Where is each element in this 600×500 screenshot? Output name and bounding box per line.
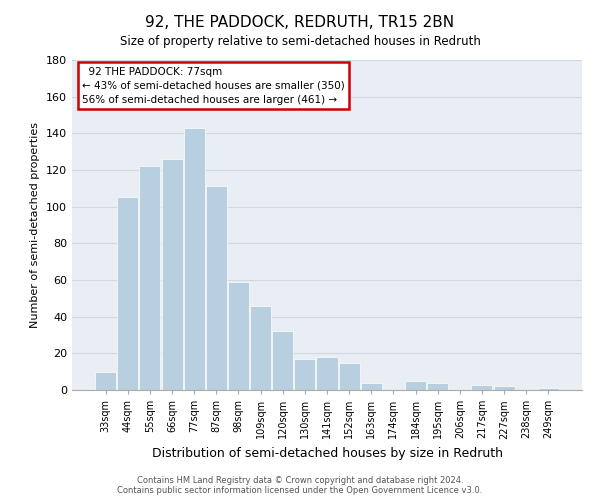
Bar: [228, 282, 249, 390]
Bar: [494, 386, 515, 390]
Bar: [161, 159, 182, 390]
Bar: [538, 388, 559, 390]
Bar: [295, 359, 316, 390]
Bar: [272, 332, 293, 390]
Bar: [405, 381, 426, 390]
Bar: [316, 357, 338, 390]
Bar: [427, 382, 448, 390]
Bar: [95, 372, 116, 390]
Text: 92 THE PADDOCK: 77sqm  
← 43% of semi-detached houses are smaller (350)
56% of s: 92 THE PADDOCK: 77sqm ← 43% of semi-deta…: [82, 66, 345, 104]
Text: Size of property relative to semi-detached houses in Redruth: Size of property relative to semi-detach…: [119, 35, 481, 48]
Bar: [472, 384, 493, 390]
Text: 92, THE PADDOCK, REDRUTH, TR15 2BN: 92, THE PADDOCK, REDRUTH, TR15 2BN: [145, 15, 455, 30]
Bar: [338, 362, 359, 390]
Bar: [206, 186, 227, 390]
Bar: [250, 306, 271, 390]
Y-axis label: Number of semi-detached properties: Number of semi-detached properties: [31, 122, 40, 328]
Bar: [184, 128, 205, 390]
Bar: [139, 166, 160, 390]
Text: Contains HM Land Registry data © Crown copyright and database right 2024.
Contai: Contains HM Land Registry data © Crown c…: [118, 476, 482, 495]
X-axis label: Distribution of semi-detached houses by size in Redruth: Distribution of semi-detached houses by …: [151, 447, 503, 460]
Bar: [118, 198, 139, 390]
Bar: [361, 382, 382, 390]
